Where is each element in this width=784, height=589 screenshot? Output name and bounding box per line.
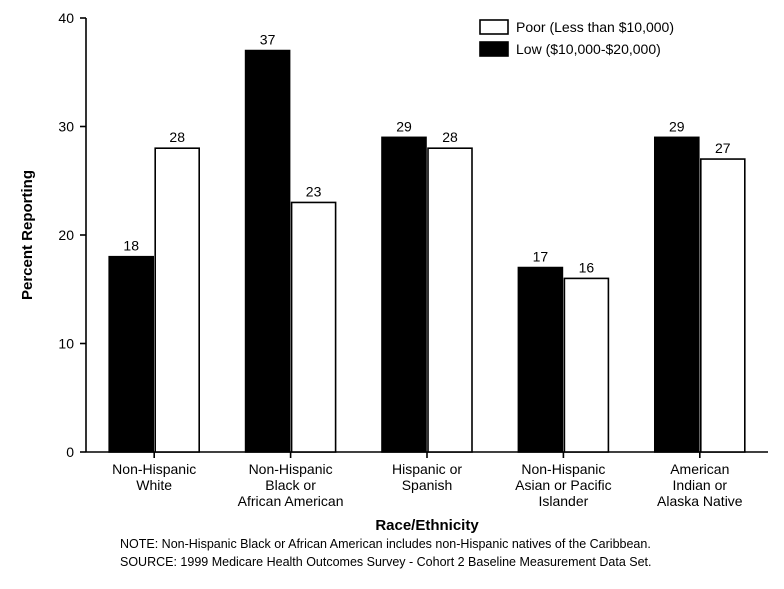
chart-container: 0 10 20 30 40 Percent Reporting 18 28 Non-Hispan… bbox=[0, 0, 784, 589]
bar-value-label: 18 bbox=[123, 238, 139, 254]
x-category-label: Indian or bbox=[673, 477, 728, 493]
x-category-label: American bbox=[670, 461, 729, 477]
bar-low bbox=[109, 257, 153, 452]
legend-swatch bbox=[480, 20, 508, 34]
x-category-label: Asian or Pacific bbox=[515, 477, 611, 493]
bar-low bbox=[246, 51, 290, 452]
bar-value-label: 29 bbox=[669, 118, 685, 134]
x-category-label: Non-Hispanic bbox=[521, 461, 605, 477]
legend-label: Poor (Less than $10,000) bbox=[516, 19, 674, 35]
x-category-label: Spanish bbox=[402, 477, 453, 493]
bar-value-label: 29 bbox=[396, 118, 412, 134]
bar-low bbox=[518, 268, 562, 452]
x-axis-label: Race/Ethnicity bbox=[375, 517, 479, 534]
bar-value-label: 28 bbox=[169, 129, 185, 145]
y-tick-label: 40 bbox=[58, 10, 74, 26]
x-category-label: White bbox=[136, 477, 172, 493]
x-category-label: Non-Hispanic bbox=[112, 461, 196, 477]
x-category-label: African American bbox=[238, 493, 344, 509]
bar-chart-svg: 0 10 20 30 40 Percent Reporting 18 28 Non-Hispan… bbox=[0, 0, 784, 589]
bar-low bbox=[655, 137, 699, 452]
source-text: SOURCE: 1999 Medicare Health Outcomes Su… bbox=[120, 555, 652, 569]
bar-value-label: 16 bbox=[579, 259, 595, 275]
y-tick-label: 0 bbox=[66, 444, 74, 460]
y-tick-label: 20 bbox=[58, 227, 74, 243]
bar-poor bbox=[701, 159, 745, 452]
x-category-label: Hispanic or bbox=[392, 461, 462, 477]
bar-value-label: 28 bbox=[442, 129, 458, 145]
legend-swatch bbox=[480, 42, 508, 56]
bar-value-label: 17 bbox=[533, 249, 549, 265]
x-category-label: Non-Hispanic bbox=[249, 461, 333, 477]
x-category-label: Black or bbox=[265, 477, 316, 493]
x-category-label: Alaska Native bbox=[657, 493, 743, 509]
bar-poor bbox=[292, 202, 336, 452]
y-tick-label: 10 bbox=[58, 336, 74, 352]
y-tick-label: 30 bbox=[58, 119, 74, 135]
bar-poor bbox=[155, 148, 199, 452]
bar-value-label: 23 bbox=[306, 183, 322, 199]
bar-value-label: 37 bbox=[260, 32, 276, 48]
y-axis-label: Percent Reporting bbox=[19, 170, 36, 300]
note-text: NOTE: Non-Hispanic Black or African Amer… bbox=[120, 537, 651, 551]
bar-poor bbox=[428, 148, 472, 452]
x-category-label: Islander bbox=[538, 493, 588, 509]
bar-value-label: 27 bbox=[715, 140, 731, 156]
bar-poor bbox=[564, 278, 608, 452]
bar-low bbox=[382, 137, 426, 452]
legend-label: Low ($10,000-$20,000) bbox=[516, 41, 661, 57]
